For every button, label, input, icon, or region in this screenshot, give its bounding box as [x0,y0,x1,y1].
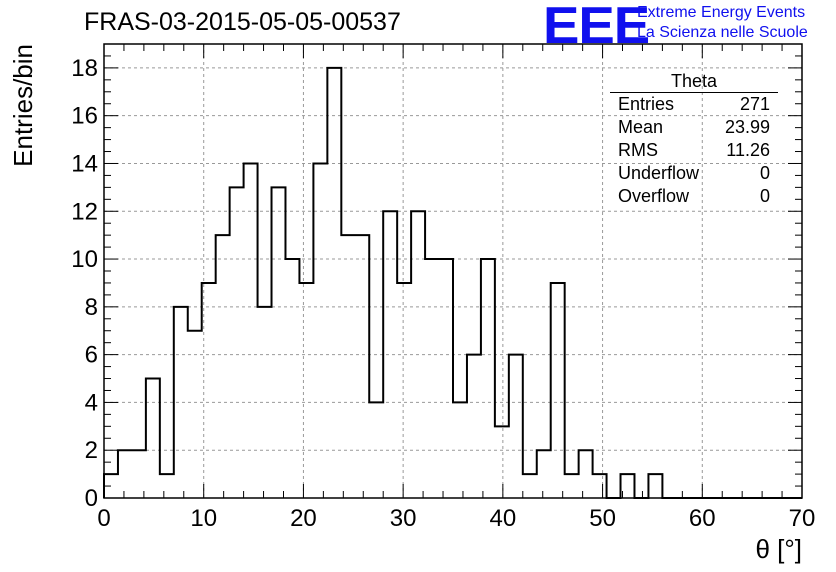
x-tick-label: 20 [290,505,317,532]
logo-line-2: La Scienza nelle Scuole [637,24,808,41]
y-tick-label: 12 [71,198,98,225]
stats-box: Theta Entries 271 Mean 23.99 RMS 11.26 U… [610,70,778,208]
x-tick-label: 40 [490,505,517,532]
y-tick-label: 14 [71,150,98,177]
stats-name: Theta [610,70,778,93]
stats-label: RMS [618,140,658,160]
stats-label: Overflow [618,186,690,206]
plot-frame [103,43,803,499]
x-tick-label: 10 [190,505,217,532]
y-tick-label: 10 [71,246,98,273]
x-axis-label: θ [°] [755,534,802,564]
stats-row: Entries 271 [610,93,778,116]
x-tick-label: 0 [97,505,110,532]
histogram-series [103,66,802,499]
eee-logo: EEE [543,0,650,55]
x-tick-label: 70 [789,505,816,532]
stats-value: 11.26 [726,140,770,160]
y-tick-label: 6 [85,342,98,369]
y-axis-label: Entries/bin [8,44,38,167]
y-tick-label: 0 [85,485,98,512]
y-tick-label: 18 [71,55,98,82]
y-tick-label: 4 [85,389,98,416]
stats-value: 271 [739,94,770,114]
stats-value: 0 [759,186,770,206]
stats-label: Underflow [618,163,700,183]
chart-title: FRAS-03-2015-05-05-00537 [84,8,401,36]
stats-row: Overflow 0 [610,185,778,208]
y-tick-label: 8 [85,294,98,321]
stats-label: Entries [618,94,675,114]
stats-row: Underflow 0 [610,162,778,185]
x-tick-label: 60 [689,505,716,532]
y-tick-label: 2 [85,437,98,464]
y-tick-label: 16 [71,103,98,130]
stats-value: 0 [759,163,770,183]
x-tick-label: 50 [589,505,616,532]
stats-label: Mean [618,117,664,137]
stats-row: RMS 11.26 [610,139,778,162]
stats-row: Mean 23.99 [610,116,778,139]
stats-value: 23.99 [724,117,770,137]
logo-line-1: Extreme Energy Events [637,4,806,21]
x-tick-label: 30 [390,505,417,532]
